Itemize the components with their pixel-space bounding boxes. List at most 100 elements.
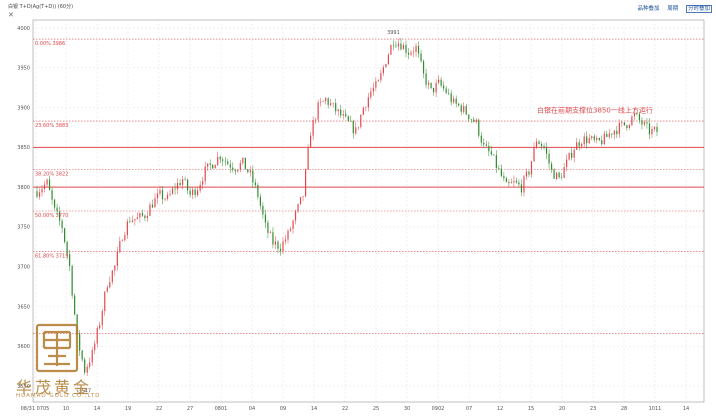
candle-body bbox=[332, 103, 334, 104]
candle-body bbox=[535, 141, 538, 147]
candle-body bbox=[417, 45, 420, 54]
candle-body bbox=[184, 179, 186, 180]
logo-name-cn: 华茂黄金 bbox=[16, 378, 93, 397]
chart-toolbar: 品种叠加 周期 分时叠加 bbox=[631, 4, 712, 13]
candle-body bbox=[320, 101, 322, 103]
candle-body bbox=[347, 116, 349, 122]
close-icon[interactable]: ✕ bbox=[8, 11, 14, 19]
candle-body bbox=[101, 311, 103, 326]
x-tick-label: 0801 bbox=[215, 406, 228, 412]
candle-body bbox=[53, 199, 56, 208]
candle-body bbox=[322, 101, 324, 102]
candle-body bbox=[410, 52, 412, 55]
candle-body bbox=[247, 169, 249, 173]
candle-body bbox=[289, 228, 292, 231]
candle-body bbox=[432, 87, 435, 93]
brand-logo: 华茂黄金 HUAMAO GOLD CO.,LTD bbox=[10, 322, 126, 412]
candle-body bbox=[194, 189, 196, 196]
candle-body bbox=[510, 182, 513, 184]
huamao-seal-icon bbox=[35, 323, 79, 373]
candle-body bbox=[264, 214, 267, 223]
candle-body bbox=[66, 242, 68, 255]
candle-body bbox=[151, 204, 154, 208]
candle-body bbox=[518, 182, 520, 185]
x-tick-label: 14 bbox=[683, 406, 689, 412]
x-tick-label: 10 bbox=[63, 406, 69, 412]
candle-body bbox=[377, 80, 379, 82]
candle-body bbox=[134, 219, 136, 221]
x-tick-label: 15 bbox=[528, 406, 534, 412]
candle-body bbox=[643, 122, 646, 125]
candle-body bbox=[468, 114, 470, 120]
x-tick-label: 12 bbox=[497, 406, 503, 412]
candle-body bbox=[192, 189, 194, 195]
y-tick-label: 3650 bbox=[17, 304, 30, 310]
x-tick-label: 0902 bbox=[432, 406, 445, 412]
candle-body bbox=[91, 350, 93, 363]
overlay-symbol-button[interactable]: 品种叠加 bbox=[637, 6, 660, 12]
candle-body bbox=[43, 184, 46, 190]
candle-body bbox=[573, 149, 575, 158]
candle-body bbox=[490, 151, 492, 155]
candle-body bbox=[480, 135, 482, 143]
candle-body bbox=[96, 328, 98, 344]
candle-body bbox=[144, 215, 146, 219]
candle-body bbox=[395, 45, 397, 47]
candle-body bbox=[340, 109, 342, 116]
x-tick-label: 19 bbox=[125, 406, 131, 412]
candle-body bbox=[550, 163, 553, 170]
candle-body bbox=[252, 170, 254, 183]
x-tick-label: 09 bbox=[280, 406, 286, 412]
candle-body bbox=[402, 44, 405, 50]
candle-body bbox=[46, 179, 48, 185]
candle-body bbox=[586, 136, 588, 144]
x-tick-label: 23 bbox=[590, 406, 596, 412]
candle-body bbox=[390, 44, 392, 55]
candle-body bbox=[626, 125, 628, 129]
candle-body bbox=[38, 192, 41, 197]
candle-body bbox=[372, 87, 374, 92]
candle-body bbox=[425, 73, 427, 85]
candle-body bbox=[307, 147, 309, 170]
candle-body bbox=[392, 44, 395, 46]
candle-body bbox=[131, 220, 133, 222]
candle-body bbox=[61, 220, 63, 229]
candle-body bbox=[352, 121, 354, 134]
candle-body bbox=[440, 79, 442, 86]
candle-body bbox=[488, 145, 490, 152]
candle-body bbox=[455, 98, 457, 104]
candle-body bbox=[548, 153, 550, 164]
candle-body bbox=[217, 156, 219, 165]
candle-body bbox=[234, 169, 236, 172]
candle-body bbox=[558, 172, 560, 178]
candle-body bbox=[219, 156, 221, 160]
candle-body bbox=[636, 113, 638, 115]
candle-body bbox=[458, 103, 460, 106]
candle-body bbox=[596, 137, 598, 140]
candle-body bbox=[653, 127, 656, 130]
period-button[interactable]: 周期 bbox=[667, 6, 679, 12]
candle-body bbox=[407, 52, 410, 55]
candle-body bbox=[124, 235, 126, 241]
candle-body bbox=[282, 241, 284, 252]
candle-body bbox=[109, 282, 111, 288]
candle-body bbox=[508, 182, 510, 184]
y-tick-label: 3750 bbox=[17, 225, 30, 231]
fibonacci-label: 0.00% 3986 bbox=[35, 41, 65, 47]
candle-body bbox=[269, 232, 272, 233]
candle-body bbox=[121, 240, 123, 241]
candle-body bbox=[646, 122, 648, 124]
chart-window-title: 白银 T+D(Ag(T+D)) (60分) bbox=[8, 4, 74, 10]
y-tick-label: 4000 bbox=[17, 26, 30, 32]
candle-body bbox=[224, 160, 226, 162]
candle-body bbox=[69, 254, 71, 267]
candle-body bbox=[284, 239, 287, 242]
candle-body bbox=[495, 155, 497, 169]
intraday-overlay-button[interactable]: 分时叠加 bbox=[685, 5, 712, 13]
candle-body bbox=[520, 184, 523, 193]
candle-body bbox=[232, 167, 234, 170]
candle-body bbox=[618, 123, 620, 135]
candle-body bbox=[176, 182, 179, 190]
candle-body bbox=[242, 157, 244, 163]
candle-body bbox=[189, 190, 191, 195]
